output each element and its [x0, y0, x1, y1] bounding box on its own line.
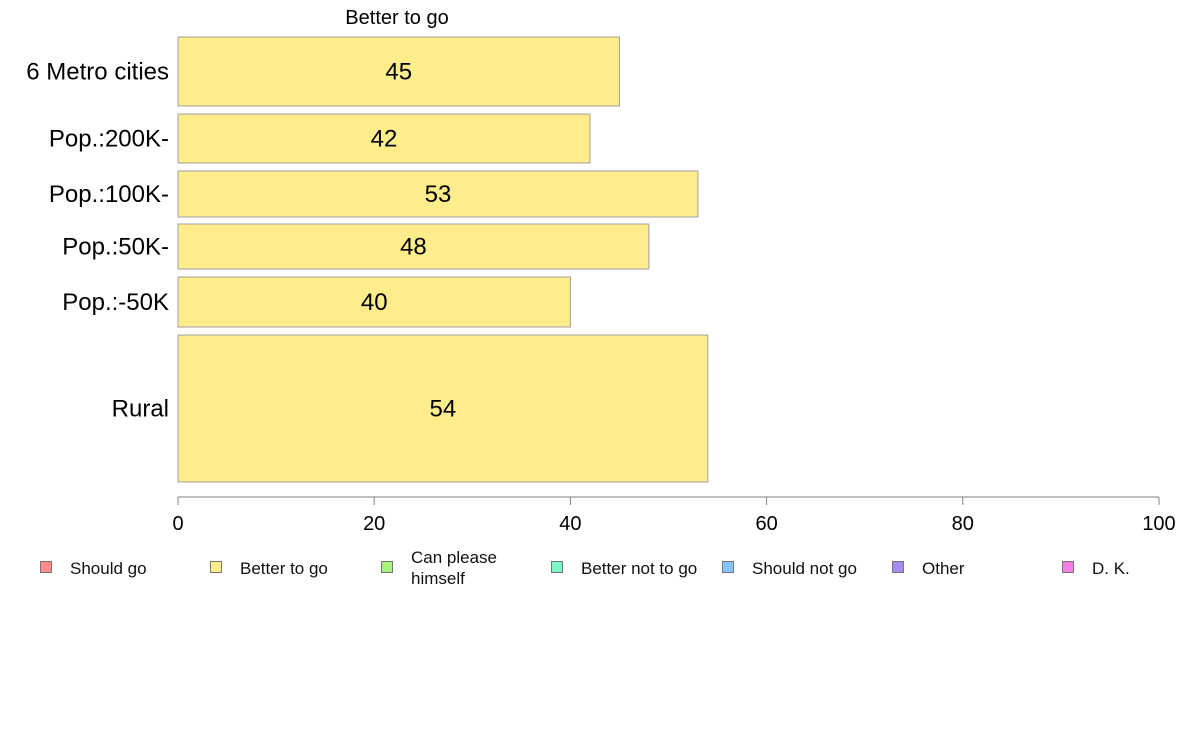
legend-label: Better not to go: [581, 558, 698, 578]
bar: [177, 334, 709, 483]
category-label: Pop.:50K-: [62, 234, 169, 261]
legend-label: Can please himself: [411, 548, 498, 588]
legend-swatch: [722, 561, 734, 573]
legend-swatch: [381, 561, 393, 573]
legend-label: Should go: [70, 558, 147, 578]
x-axis: 0 20 40 60 80 100: [172, 496, 1176, 535]
data-label: 54: [430, 396, 457, 423]
x-tick-label: 40: [559, 513, 581, 535]
category-label: Rural: [112, 396, 169, 423]
category-label: Pop.:200K-: [49, 126, 169, 153]
legend-swatch: [210, 561, 222, 573]
data-label: 53: [425, 181, 452, 208]
x-tick-label: 0: [172, 513, 183, 535]
bar: [177, 223, 650, 270]
chart-title: Better to go: [345, 7, 448, 29]
category-label: Pop.:100K-: [49, 181, 169, 208]
x-tick-label: 20: [363, 513, 385, 535]
x-tick-label: 60: [755, 513, 777, 535]
legend-swatch: [551, 561, 563, 573]
legend-label: Better to go: [240, 558, 328, 578]
legend-label: Other: [922, 558, 965, 578]
bar: [177, 276, 571, 328]
bar: [177, 113, 591, 164]
legend-label: D. K.: [1092, 558, 1130, 578]
category-label: Pop.:-50K: [62, 289, 169, 316]
data-label: 42: [371, 126, 398, 153]
data-label: 45: [385, 59, 412, 86]
bar: [177, 170, 699, 218]
data-label: 40: [361, 289, 388, 316]
bar: [177, 36, 620, 107]
data-label: 48: [400, 234, 427, 261]
x-tick-label: 100: [1142, 513, 1175, 535]
legend-swatch: [40, 561, 52, 573]
legend-swatch: [892, 561, 904, 573]
bars-group: 6 Metro cities 45 Pop.:200K- 42 Pop.:100K- 53…: [26, 36, 709, 483]
legend-label: Should not go: [752, 558, 857, 578]
legend-swatch: [1062, 561, 1074, 573]
x-tick-label: 80: [952, 513, 974, 535]
legend: Should go Better to go Can please himself B…: [0, 548, 1188, 592]
category-label: 6 Metro cities: [26, 59, 169, 86]
